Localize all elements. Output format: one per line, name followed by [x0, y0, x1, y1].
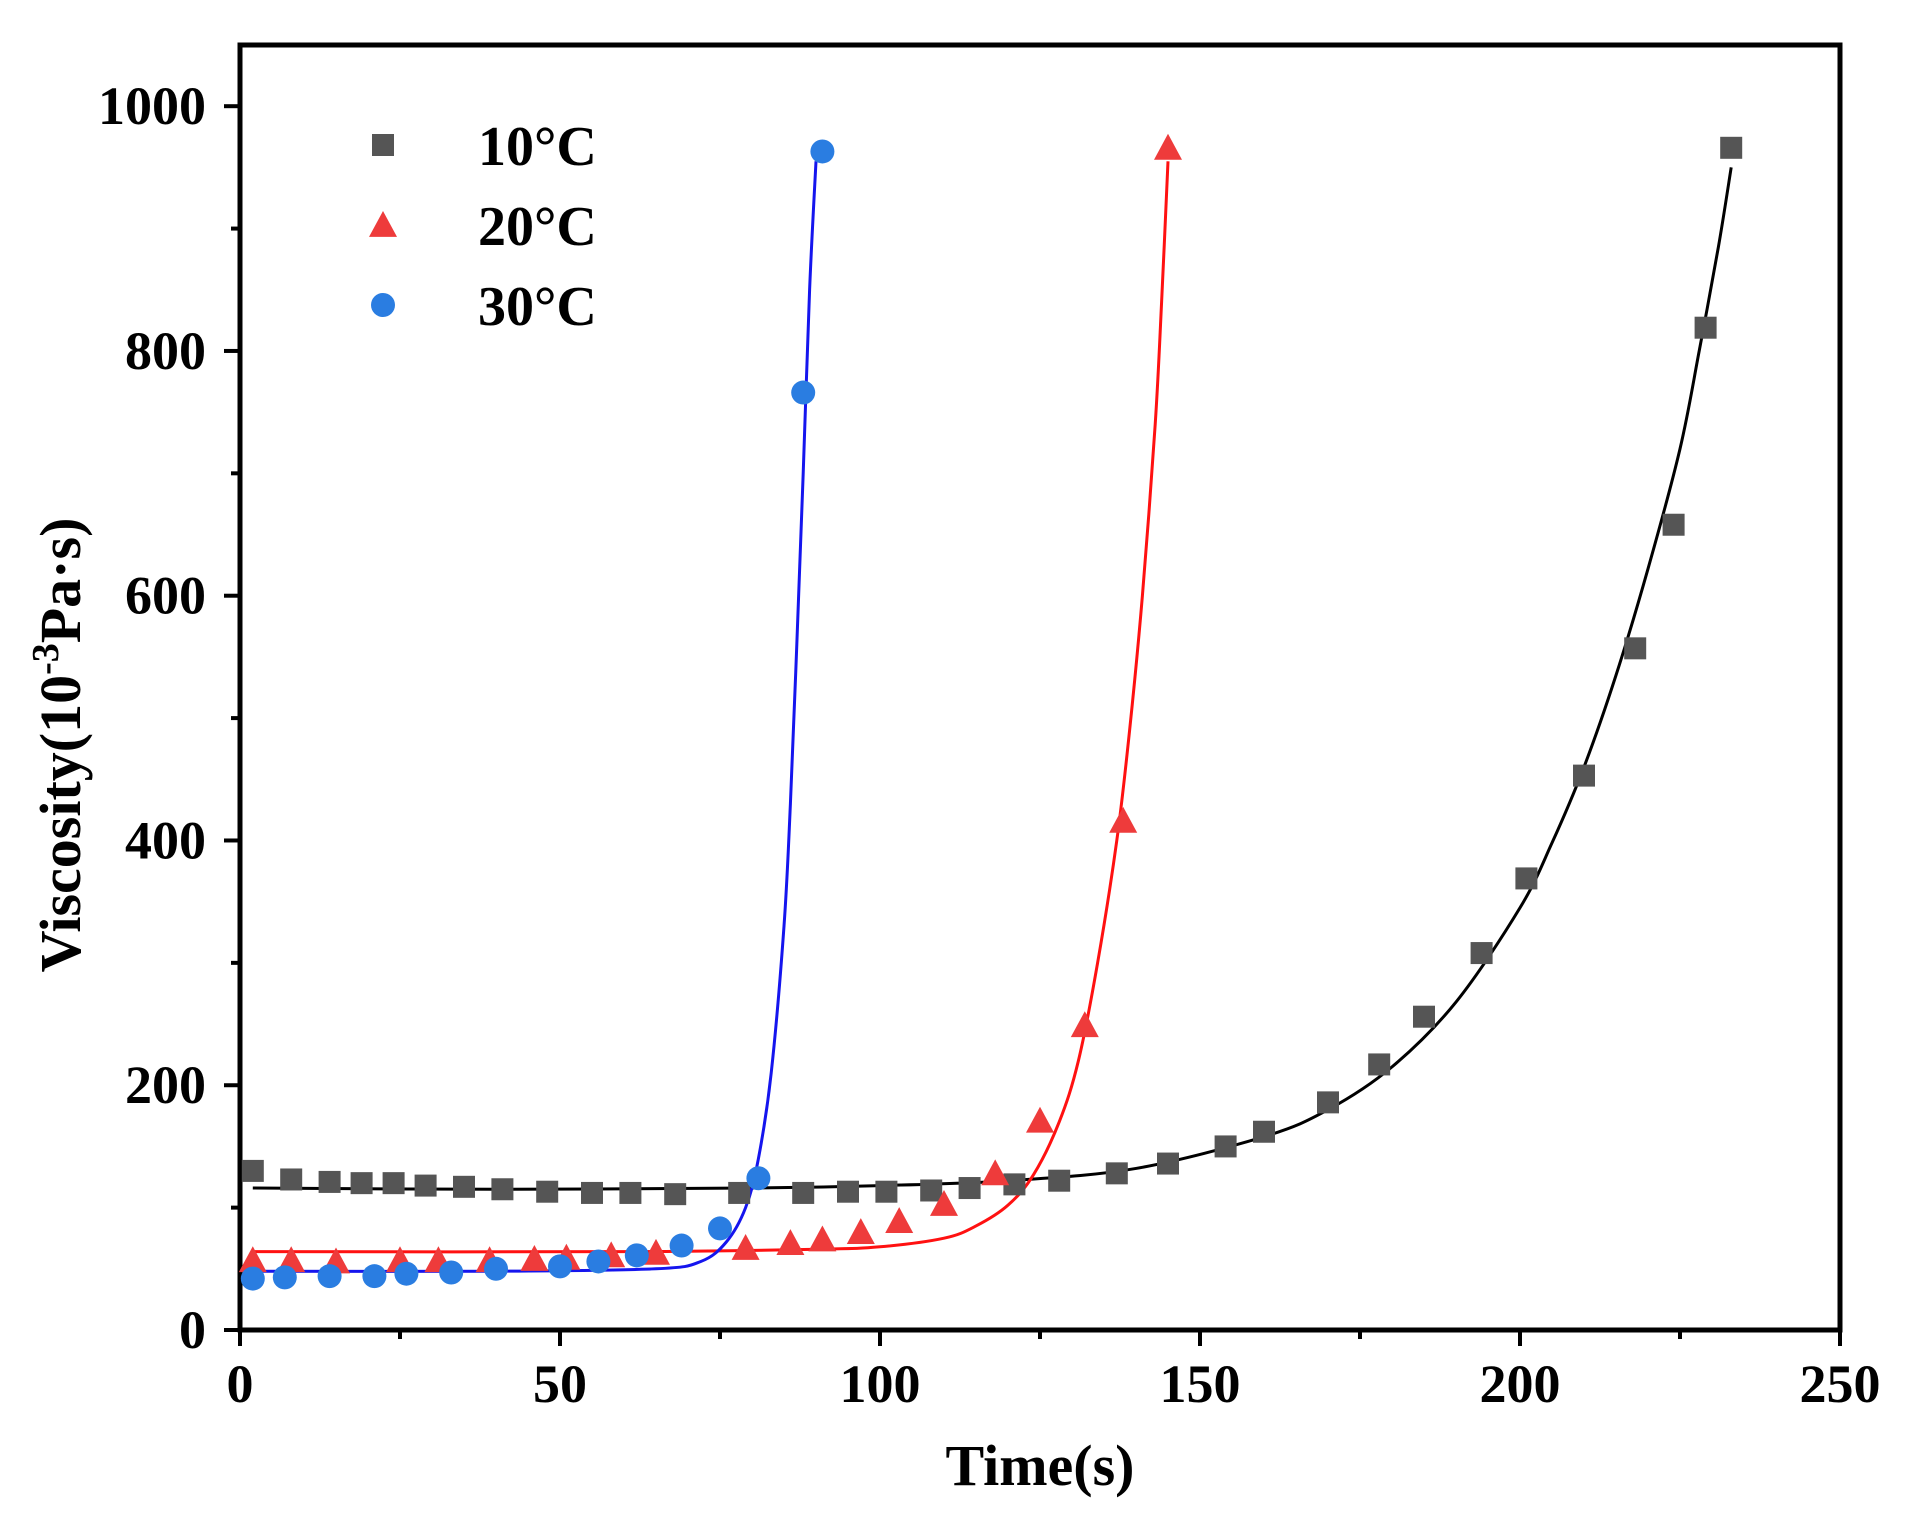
- data-point-series-0: [1105, 1162, 1128, 1185]
- data-point-series-1: [981, 1159, 1010, 1186]
- legend-marker-series-2: [371, 293, 395, 317]
- data-point-series-0: [1368, 1053, 1391, 1076]
- fit-curve-series-0: [252, 167, 1733, 1191]
- data-point-series-0: [536, 1180, 559, 1203]
- fit-curve-series-2: [252, 161, 818, 1273]
- data-point-series-2: [240, 1266, 265, 1291]
- data-point-series-0: [958, 1177, 981, 1200]
- data-point-series-1: [238, 1246, 267, 1273]
- x-tick-label: 50: [533, 1354, 587, 1414]
- axes: 0 50 100 150 200 250 0 200 400 600 800 1000: [98, 42, 1881, 1414]
- data-point-series-0: [1662, 513, 1685, 536]
- y-axis-label-suffix: Pa·s): [28, 518, 93, 644]
- data-point-series-0: [920, 1179, 943, 1202]
- data-point-series-2: [669, 1233, 694, 1258]
- data-point-series-0: [837, 1180, 859, 1203]
- data-point-series-2: [586, 1249, 611, 1274]
- x-tick-label: 150: [1160, 1354, 1241, 1414]
- data-point-series-2: [362, 1264, 387, 1289]
- y-tick-label: 200: [125, 1055, 206, 1115]
- x-tick-label: 250: [1800, 1354, 1881, 1414]
- data-point-series-0: [792, 1181, 815, 1204]
- data-point-series-0: [1720, 136, 1743, 159]
- y-axis-label-exponent: -3: [25, 643, 67, 675]
- data-point-series-1: [1154, 133, 1182, 160]
- data-point-series-0: [1317, 1091, 1339, 1114]
- data-point-series-0: [1624, 637, 1647, 660]
- data-point-series-2: [317, 1264, 342, 1289]
- data-point-series-1: [885, 1207, 914, 1233]
- data-point-series-2: [484, 1256, 508, 1281]
- y-tick-label: 1000: [98, 76, 206, 136]
- x-tick-label: 0: [227, 1354, 254, 1414]
- data-point-series-2: [272, 1265, 297, 1290]
- data-point-series-0: [382, 1172, 405, 1195]
- y-axis-label: Viscosity(10-3Pa·s): [25, 518, 93, 973]
- data-point-series-1: [1026, 1106, 1054, 1133]
- data-point-series-0: [414, 1174, 437, 1197]
- data-point-series-2: [746, 1166, 771, 1191]
- data-point-series-0: [1048, 1169, 1071, 1192]
- data-point-series-0: [241, 1159, 264, 1182]
- data-point-series-1: [520, 1245, 549, 1271]
- data-point-series-0: [1413, 1005, 1435, 1028]
- data-point-series-2: [791, 380, 816, 405]
- data-point-series-0: [1515, 867, 1538, 890]
- data-point-series-2: [394, 1261, 419, 1286]
- data-point-series-2: [708, 1216, 732, 1241]
- y-tick-label: 0: [179, 1300, 206, 1360]
- data-point-series-1: [846, 1218, 875, 1244]
- data-point-series-0: [664, 1183, 687, 1206]
- data-point-series-2: [624, 1243, 649, 1268]
- data-point-series-0: [1253, 1120, 1275, 1143]
- data-point-series-0: [581, 1181, 603, 1204]
- data-point-series-2: [439, 1260, 464, 1285]
- fit-curve-series-1: [252, 161, 1170, 1254]
- data-point-series-0: [318, 1170, 341, 1193]
- data-point-series-0: [491, 1178, 514, 1201]
- data-point-series-0: [1003, 1173, 1026, 1196]
- data-point-series-0: [875, 1180, 898, 1203]
- data-point-series-0: [1470, 942, 1493, 965]
- fit-curves: [252, 161, 1733, 1273]
- legend-marker-series-0: [372, 134, 394, 156]
- data-point-series-0: [619, 1181, 642, 1204]
- x-tick-label: 200: [1480, 1354, 1561, 1414]
- legend-label-series-2: 30°C: [478, 276, 597, 338]
- data-point-series-1: [642, 1238, 670, 1265]
- y-tick-label: 600: [125, 566, 206, 626]
- data-points: [238, 133, 1743, 1291]
- data-point-series-1: [1109, 806, 1138, 833]
- x-axis-label: Time(s): [945, 1433, 1134, 1498]
- data-point-series-0: [728, 1181, 751, 1204]
- y-tick-label: 800: [125, 321, 206, 381]
- y-tick-label: 400: [125, 810, 206, 870]
- y-axis-label-prefix: Viscosity(10: [28, 675, 93, 972]
- legend-label-series-0: 10°C: [478, 116, 597, 178]
- data-point-series-1: [1070, 1011, 1099, 1038]
- data-point-series-1: [930, 1189, 958, 1216]
- legend-marker-series-1: [369, 211, 397, 237]
- data-point-series-0: [1694, 316, 1717, 339]
- data-point-series-0: [453, 1175, 475, 1198]
- data-point-series-1: [731, 1234, 760, 1260]
- data-point-series-2: [548, 1254, 572, 1279]
- data-point-series-1: [776, 1229, 805, 1256]
- data-point-series-0: [1573, 764, 1595, 787]
- x-tick-label: 100: [840, 1354, 921, 1414]
- legend: 10°C 20°C 30°C: [369, 116, 597, 338]
- data-point-series-0: [1214, 1135, 1237, 1158]
- data-point-series-0: [350, 1172, 373, 1195]
- data-point-series-1: [808, 1225, 837, 1252]
- data-point-series-0: [280, 1168, 303, 1191]
- data-point-series-2: [810, 139, 835, 164]
- legend-label-series-1: 20°C: [478, 196, 597, 258]
- data-point-series-0: [1157, 1152, 1179, 1175]
